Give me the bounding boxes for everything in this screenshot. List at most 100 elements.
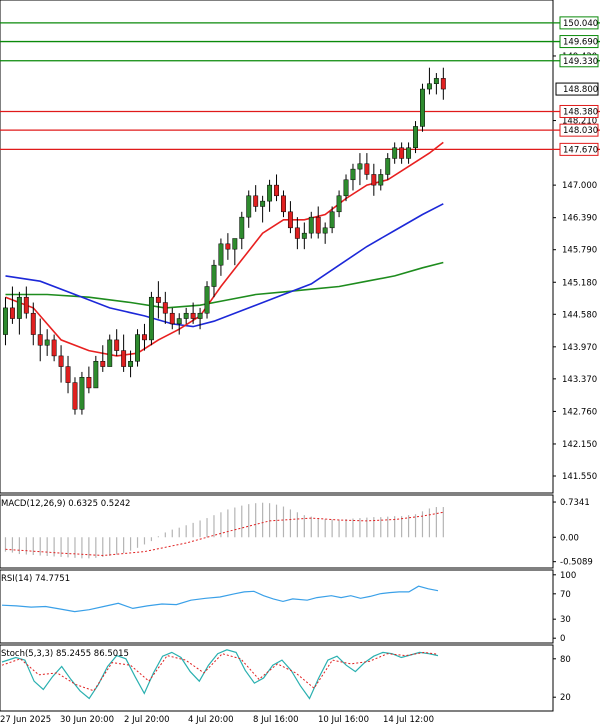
macd-signal-line — [5, 511, 444, 557]
candle-body — [37, 334, 43, 346]
candle-body — [433, 78, 439, 84]
macd-panel-frame — [0, 494, 554, 569]
candle-body — [3, 307, 8, 335]
price-tick-label: 142.760 — [562, 407, 597, 417]
stoch-panel — [1, 649, 439, 700]
candle-body — [176, 318, 182, 325]
candle-body — [225, 243, 231, 250]
candle-body — [260, 200, 266, 207]
macd-tick-label: 0.00 — [560, 533, 579, 543]
candle-body — [392, 147, 398, 159]
candle-body — [197, 312, 203, 319]
stoch-main-line — [1, 649, 439, 700]
candle-body — [378, 174, 384, 186]
candle-body — [385, 158, 391, 175]
candle-body — [274, 184, 279, 197]
price-tick-label: 143.370 — [562, 375, 597, 385]
support-label: 148.380 — [563, 107, 598, 117]
stoch-tick-label: 80 — [560, 655, 571, 665]
rsi-tick-label: 100 — [560, 571, 576, 581]
candle-body — [294, 227, 300, 239]
ma-slow-line — [5, 261, 444, 309]
candle-body — [79, 377, 85, 410]
candle-body — [204, 286, 210, 314]
candle-body — [267, 184, 273, 202]
candle-body — [190, 312, 196, 319]
x-tick-label: 2 Jul 20:00 — [124, 715, 170, 725]
candle-body — [44, 339, 50, 346]
candle-body — [9, 307, 15, 319]
candle-body — [246, 195, 252, 218]
current-price-label: 148.800 — [563, 85, 598, 95]
rsi-panel — [1, 585, 439, 613]
candle-body — [343, 179, 349, 197]
price-tick-label: 144.580 — [562, 310, 597, 320]
price-tick-label: 148.210 — [562, 117, 597, 127]
candle-body — [72, 382, 78, 410]
support-label: 148.030 — [563, 126, 598, 136]
resistance-label-box — [559, 16, 599, 30]
resistance-label-box — [559, 35, 599, 49]
price-tick-label: 147.000 — [562, 181, 597, 191]
candle-body — [211, 264, 217, 287]
candle-body — [162, 302, 168, 314]
candle-body — [308, 216, 314, 234]
candle-body — [86, 377, 92, 389]
candle-body — [128, 360, 134, 367]
candle-body — [301, 232, 307, 239]
rsi-line — [1, 585, 439, 613]
price-tick-label: 145.180 — [562, 278, 597, 288]
rsi-panel-frame — [0, 569, 554, 644]
price-tick-label: 141.550 — [562, 472, 597, 482]
macd-tick-label: 0.7341 — [560, 498, 590, 508]
resistance-label: 149.330 — [563, 57, 598, 67]
candle-body — [114, 339, 120, 351]
candle-body — [100, 360, 106, 367]
candle-body — [440, 78, 446, 90]
candle-body — [239, 216, 245, 239]
candle-body — [371, 174, 377, 186]
macd-panel — [4, 502, 444, 559]
candle-body — [107, 339, 113, 367]
price-panel — [0, 22, 600, 415]
candle-body — [287, 211, 293, 229]
candle-body — [142, 334, 147, 341]
price-panel-frame — [0, 0, 554, 494]
resistance-label: 150.040 — [563, 19, 598, 29]
x-tick-label: 27 Jun 2025 — [0, 715, 51, 725]
candle-body — [315, 216, 321, 234]
candle-body — [281, 195, 286, 213]
candle-body — [58, 355, 64, 367]
rsi-tick-label: 0 — [560, 634, 565, 644]
rsi-title: RSI(14) 74.7751 — [1, 574, 70, 584]
candle-body — [336, 195, 342, 213]
candle-body — [253, 195, 259, 207]
candle-body — [155, 296, 161, 303]
candle-body — [420, 88, 425, 127]
price-tick-label: 145.790 — [562, 246, 597, 256]
candle-body — [364, 163, 370, 175]
resistance-label-box — [559, 54, 599, 68]
x-tick-label: 14 Jul 12:00 — [383, 715, 434, 725]
stoch-title: Stoch(5,3,3) 85.2455 86.5015 — [1, 649, 129, 659]
price-tick-label: 142.150 — [562, 440, 597, 450]
candle-body — [218, 243, 224, 266]
x-tick-label: 4 Jul 20:00 — [188, 715, 234, 725]
candle-body — [169, 312, 175, 325]
candle-body — [183, 312, 189, 319]
candle-body — [93, 360, 99, 389]
candle-body — [232, 238, 238, 250]
stoch-signal-line — [1, 651, 439, 692]
candle-body — [51, 339, 57, 357]
current-price-box — [555, 82, 599, 96]
candle-body — [329, 211, 335, 229]
stoch-panel-frame — [0, 644, 554, 712]
candle-body — [426, 83, 432, 90]
candle-body — [65, 366, 71, 383]
macd-title: MACD(12,26,9) 0.6325 0.5242 — [1, 499, 130, 509]
macd-tick-label: -0.5089 — [560, 558, 593, 568]
resistance-label: 149.690 — [563, 38, 598, 48]
x-tick-label: 10 Jul 16:00 — [318, 715, 369, 725]
